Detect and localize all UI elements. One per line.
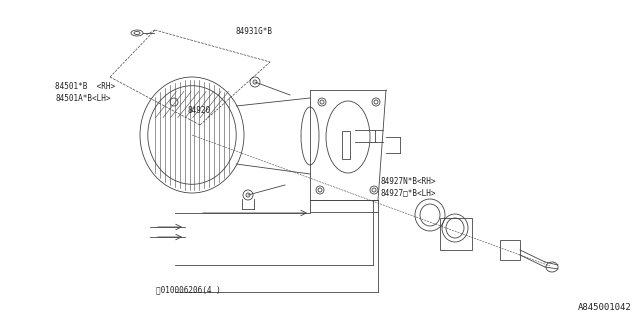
Bar [342, 131, 350, 159]
Text: 84920: 84920 [187, 106, 210, 115]
Text: 84501*B  <RH>: 84501*B <RH> [55, 82, 115, 91]
Text: Ⓑ010006206(4 ): Ⓑ010006206(4 ) [156, 285, 221, 294]
Bar [500, 240, 520, 260]
Text: 84931G*B: 84931G*B [235, 27, 272, 36]
Text: A845001042: A845001042 [579, 303, 632, 312]
Text: 84501A*B<LH>: 84501A*B<LH> [55, 93, 111, 102]
Bar [440, 218, 472, 250]
Text: 84927□*B<LH>: 84927□*B<LH> [380, 188, 435, 197]
Text: 84927N*B<RH>: 84927N*B<RH> [380, 177, 435, 186]
